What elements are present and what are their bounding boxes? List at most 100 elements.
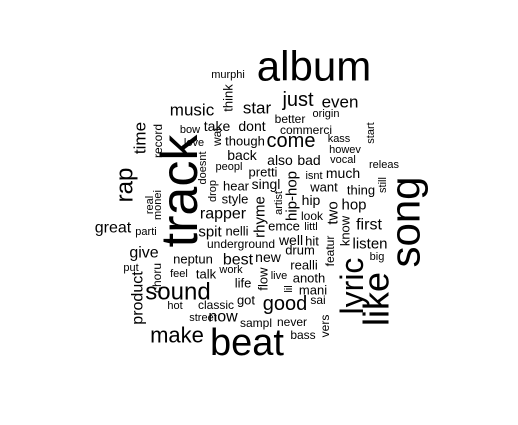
word-street: street bbox=[189, 312, 217, 324]
word-singl: singl bbox=[252, 176, 281, 192]
word-doesnt: doesnt bbox=[197, 151, 209, 184]
word-classic: classic bbox=[198, 298, 234, 312]
word-great: great bbox=[95, 220, 132, 237]
word-isnt: isnt bbox=[305, 170, 322, 182]
word-also: also bbox=[267, 152, 293, 168]
word-better: better bbox=[275, 112, 306, 126]
word-beat: beat bbox=[210, 322, 284, 364]
word-hit: hit bbox=[305, 234, 319, 249]
word-realli: realli bbox=[290, 258, 318, 273]
word-think: think bbox=[221, 84, 236, 112]
word-never: never bbox=[277, 315, 307, 329]
word-lyric: lyric bbox=[334, 258, 370, 315]
word-commerci: commerci bbox=[280, 123, 332, 137]
word-anoth: anoth bbox=[293, 271, 326, 286]
word-know: know bbox=[338, 215, 353, 246]
word-listen: listen bbox=[352, 236, 387, 253]
word-releas: releas bbox=[369, 159, 399, 171]
word-big: big bbox=[370, 251, 385, 263]
word-sai: sai bbox=[310, 293, 325, 307]
word-music: music bbox=[170, 101, 215, 120]
word-rapper: rapper bbox=[200, 206, 247, 223]
word-thing: thing bbox=[347, 183, 375, 198]
word-love: love bbox=[184, 137, 204, 149]
word-drop: drop bbox=[207, 180, 219, 202]
word-look: look bbox=[301, 209, 324, 223]
word-like: like bbox=[356, 272, 397, 326]
word-new: new bbox=[255, 249, 282, 265]
word-live: live bbox=[271, 270, 288, 282]
word-vers: vers bbox=[318, 315, 332, 338]
word-talk: talk bbox=[196, 267, 217, 282]
word-real: real bbox=[144, 196, 156, 214]
word-even: even bbox=[322, 93, 359, 112]
word-album: album bbox=[257, 43, 371, 90]
word-first: first bbox=[356, 217, 382, 234]
word-howev: howev bbox=[329, 144, 361, 156]
word-lil: lil bbox=[283, 285, 295, 292]
word-monei: monei bbox=[152, 190, 164, 220]
word-well: well bbox=[278, 232, 303, 248]
word-star: star bbox=[243, 99, 272, 118]
word-give: give bbox=[129, 245, 158, 262]
word-rap: rap bbox=[112, 168, 139, 203]
word-put: put bbox=[123, 262, 138, 274]
word-peopl: peopl bbox=[216, 161, 243, 173]
word-wai: wai bbox=[210, 128, 224, 147]
word-work: work bbox=[218, 264, 243, 276]
word-bad: bad bbox=[297, 152, 320, 168]
word-littl: littl bbox=[304, 221, 317, 233]
word-life: life bbox=[235, 276, 252, 291]
word-much: much bbox=[326, 165, 360, 181]
word-vocal: vocal bbox=[330, 154, 356, 166]
word-neptun: neptun bbox=[173, 252, 213, 267]
word-featur: featur bbox=[323, 236, 337, 267]
word-take: take bbox=[204, 118, 231, 134]
word-song: song bbox=[382, 176, 429, 267]
word-make: make bbox=[150, 323, 204, 348]
word-feel: feel bbox=[170, 268, 188, 280]
word-start: start bbox=[365, 122, 377, 143]
word-want: want bbox=[309, 180, 338, 195]
word-nelli: nelli bbox=[225, 224, 248, 239]
word-parti: parti bbox=[135, 226, 156, 238]
word-artist: artist bbox=[273, 191, 285, 215]
word-though: though bbox=[225, 134, 265, 149]
word-sampl: sampl bbox=[240, 316, 272, 330]
word-spit: spit bbox=[198, 224, 222, 241]
word-choru: choru bbox=[150, 263, 164, 293]
word-hip-hop: hip-hop bbox=[284, 171, 301, 221]
word-come: come bbox=[267, 130, 316, 152]
word-bass: bass bbox=[290, 328, 315, 342]
word-sound: sound bbox=[145, 279, 210, 306]
word-mani: mani bbox=[299, 283, 327, 298]
word-back: back bbox=[227, 147, 258, 163]
word-record: record bbox=[151, 124, 165, 158]
word-origin: origin bbox=[313, 108, 340, 120]
word-underground: underground bbox=[207, 237, 275, 251]
word-dont: dont bbox=[238, 118, 265, 134]
word-murphi: murphi bbox=[211, 69, 245, 81]
word-drum: drum bbox=[285, 243, 315, 258]
word-style: style bbox=[222, 192, 249, 207]
word-kass: kass bbox=[328, 133, 351, 145]
word-hot: hot bbox=[167, 300, 182, 312]
word-now: now bbox=[208, 309, 238, 326]
word-got: got bbox=[237, 293, 255, 308]
word-flow: flow bbox=[256, 267, 271, 291]
word-track: track bbox=[151, 134, 209, 248]
word-pretti: pretti bbox=[249, 165, 278, 180]
word-product: product bbox=[130, 271, 147, 325]
word-bow: bow bbox=[180, 124, 200, 136]
word-time: time bbox=[131, 122, 150, 154]
word-best: best bbox=[223, 252, 254, 269]
word-hop: hop bbox=[341, 197, 366, 214]
word-hear: hear bbox=[223, 179, 250, 194]
word-hip: hip bbox=[302, 192, 321, 208]
word-two: two bbox=[325, 201, 342, 224]
word-good: good bbox=[263, 293, 308, 315]
word-just: just bbox=[281, 89, 314, 111]
word-emce: emce bbox=[268, 219, 300, 234]
